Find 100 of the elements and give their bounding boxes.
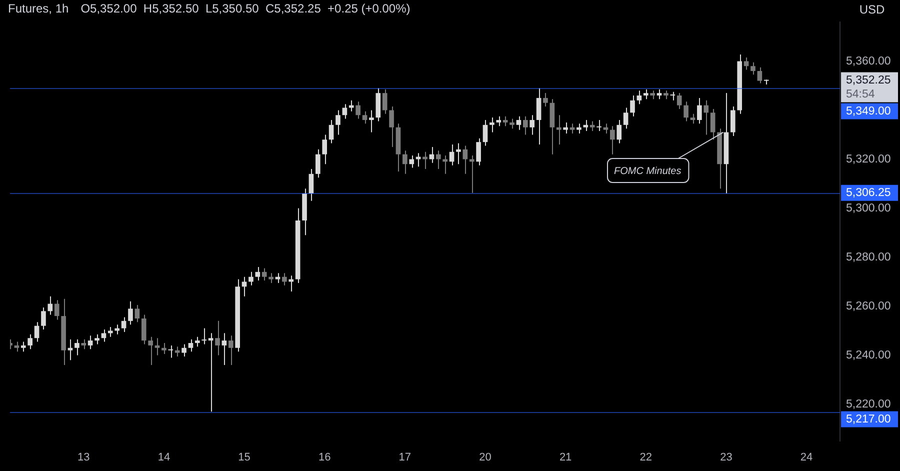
candlestick	[409, 155, 414, 168]
candlestick	[556, 114, 562, 146]
candlestick	[596, 120, 602, 132]
candlestick	[195, 336, 200, 348]
candlestick	[188, 338, 194, 352]
candlestick	[382, 88, 388, 114]
y-tick-label: 5,260.00	[846, 300, 891, 312]
candlestick	[530, 114, 535, 136]
candlestick	[228, 335, 234, 366]
candlestick	[369, 110, 374, 133]
candlestick	[315, 148, 320, 178]
candlestick	[576, 123, 582, 134]
candlestick	[516, 116, 522, 130]
candlestick	[154, 338, 160, 356]
candlestick	[690, 113, 696, 124]
candlestick	[616, 120, 622, 144]
candlestick	[54, 300, 60, 320]
candlestick	[603, 123, 608, 134]
candlestick	[656, 88, 662, 100]
candlestick	[28, 334, 32, 350]
candlestick	[202, 328, 207, 345]
y-tick-label: 5,320.00	[846, 153, 891, 166]
candlestick	[68, 338, 73, 361]
candlestick	[744, 57, 749, 70]
candlestick	[362, 110, 368, 124]
candlestick	[442, 155, 448, 174]
x-tick-label: 16	[318, 452, 331, 464]
candlestick	[482, 120, 488, 146]
candlestick	[510, 118, 514, 130]
x-tick-label: 20	[479, 452, 492, 464]
x-tick-label: 13	[78, 452, 90, 464]
candlestick	[282, 272, 287, 286]
candlestick	[275, 272, 280, 284]
x-tick-label: 24	[800, 452, 813, 464]
x-tick-label: 21	[559, 452, 572, 464]
candlestick	[356, 101, 360, 120]
candlestick	[141, 314, 146, 345]
candlestick	[81, 338, 86, 350]
candlestick	[570, 123, 575, 134]
candlestick	[684, 101, 688, 122]
candlestick	[757, 66, 762, 84]
x-tick-label: 23	[720, 452, 732, 464]
candlestick	[583, 120, 588, 132]
candlestick	[14, 341, 20, 352]
candlestick	[636, 90, 642, 105]
candlestick	[222, 332, 227, 366]
candlestick	[208, 332, 214, 412]
candlestick	[162, 342, 166, 355]
candlestick	[643, 88, 648, 100]
candlestick	[502, 116, 508, 127]
candlestick	[456, 142, 461, 165]
candlestick	[336, 110, 340, 136]
candlestick	[730, 106, 736, 136]
candlestick	[41, 306, 46, 330]
candlestick	[74, 338, 80, 356]
y-tick-label: 5,360.00	[846, 55, 891, 68]
ref-line-label: 5,217.00	[846, 413, 891, 426]
candlestick	[490, 117, 494, 133]
candlestick	[148, 336, 153, 366]
candlestick	[630, 95, 635, 117]
candlestick	[590, 120, 595, 132]
candlestick	[536, 88, 542, 146]
x-tick-label: 22	[640, 452, 652, 464]
candlestick	[88, 335, 93, 350]
candlestick	[496, 116, 502, 127]
y-tick-label: 5,280.00	[846, 251, 891, 264]
candlestick	[308, 168, 314, 202]
ref-line-label: 5,306.25	[846, 187, 891, 200]
candlestick	[563, 122, 568, 134]
candlestick	[402, 150, 408, 174]
candlestick	[128, 300, 133, 326]
ref-line-label: 5,349.00	[846, 105, 891, 118]
candlestick	[610, 126, 615, 155]
candlestick	[328, 120, 334, 144]
candlestick	[121, 316, 126, 332]
candlestick	[676, 92, 682, 110]
y-tick-label: 5,240.00	[846, 349, 891, 362]
candlestick	[215, 320, 220, 356]
candlestick	[255, 266, 260, 282]
chart-subtitle: O5,352.00 H5,352.50 L5,350.50 C5,352.25 +0.25 (+0.00%)	[80, 1, 410, 16]
annotation: FOMC Minutes	[614, 166, 682, 177]
y-tick-label: 5,300.00	[846, 202, 891, 214]
candlestick	[268, 272, 274, 284]
candlestick	[108, 326, 113, 338]
candlestick	[543, 92, 548, 108]
candlestick	[94, 334, 100, 345]
candlestick	[20, 341, 26, 352]
x-tick-label: 14	[158, 452, 170, 464]
text: 5,352.25	[846, 74, 891, 86]
candlestick	[174, 346, 180, 357]
candlestick	[704, 100, 709, 136]
candlestick	[262, 268, 267, 282]
candlestick	[134, 304, 140, 323]
candlestick	[242, 276, 247, 297]
candlestick	[34, 322, 40, 342]
candlestick	[101, 329, 106, 342]
candlestick	[389, 106, 394, 148]
candlestick	[449, 144, 454, 166]
x-tick-label: 15	[238, 452, 250, 464]
candlestick	[623, 107, 628, 130]
